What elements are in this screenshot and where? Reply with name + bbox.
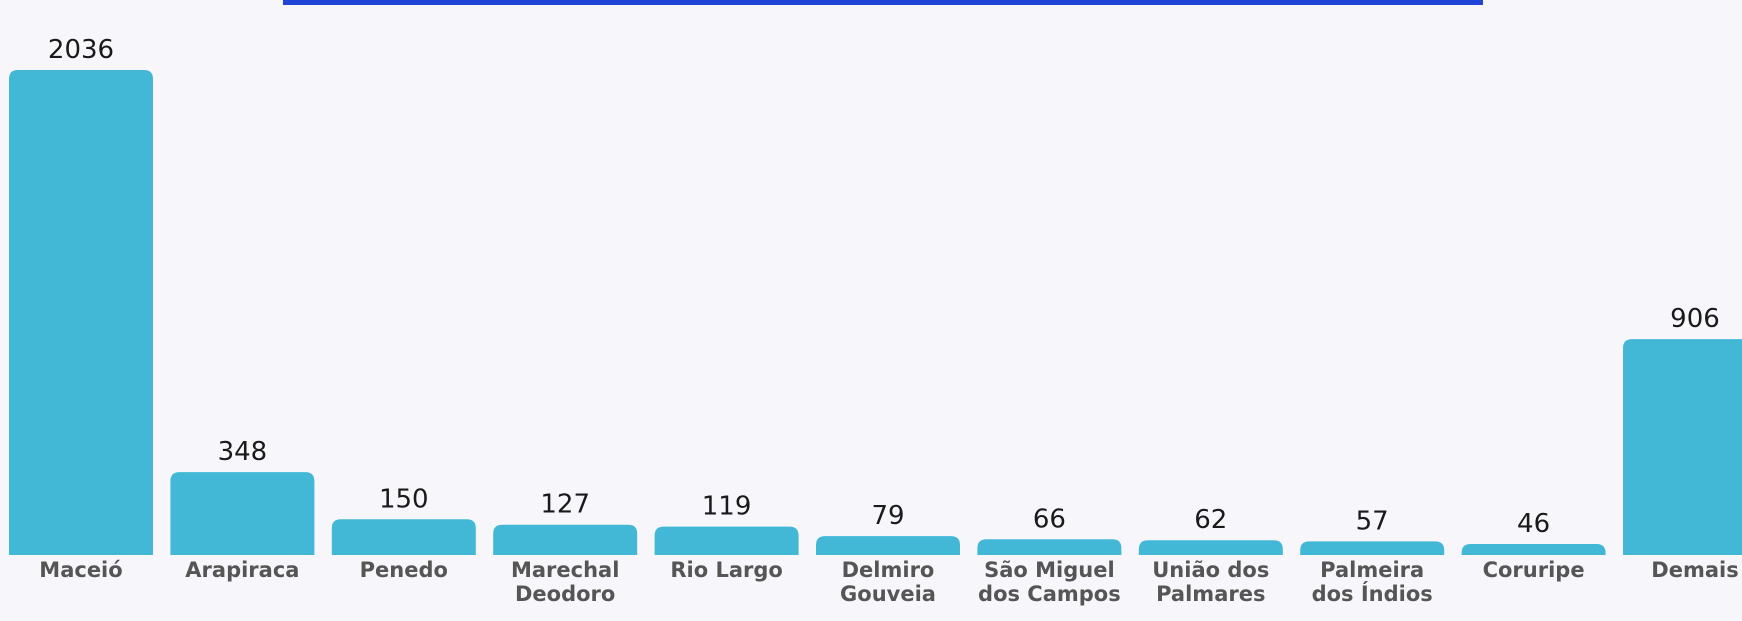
- bar: [1300, 541, 1445, 555]
- value-label: 57: [1356, 506, 1389, 536]
- category-label: Maceió: [39, 558, 123, 582]
- value-label: 79: [871, 501, 904, 531]
- category-label: Arapiraca: [185, 558, 300, 582]
- bar: [170, 472, 315, 555]
- category-label: Palmeira dos Índios: [1311, 558, 1433, 606]
- category-label: Delmiro Gouveia: [840, 558, 936, 606]
- value-label: 2036: [48, 35, 114, 65]
- bar: [493, 524, 638, 555]
- bar: [1461, 544, 1606, 555]
- category-label: Penedo: [359, 558, 448, 582]
- value-label: 906: [1670, 304, 1720, 334]
- category-label: Demais: [1651, 558, 1739, 582]
- value-label: 119: [702, 492, 752, 522]
- category-label: Coruripe: [1482, 558, 1585, 582]
- header-bar: [283, 0, 1483, 5]
- bar: [1623, 339, 1742, 555]
- category-label: Marechal Deodoro: [510, 558, 620, 606]
- value-label: 150: [379, 484, 429, 514]
- bar: [9, 70, 153, 555]
- value-label: 46: [1517, 509, 1550, 539]
- category-label: União dos Palmares: [1152, 558, 1270, 606]
- bar: [654, 526, 799, 555]
- value-label: 62: [1194, 505, 1227, 535]
- value-label: 66: [1033, 504, 1066, 534]
- category-label: São Miguel dos Campos: [978, 558, 1121, 606]
- bar: [331, 519, 476, 555]
- value-label: 348: [218, 437, 268, 467]
- bar: [977, 539, 1122, 555]
- bar: [816, 536, 960, 555]
- value-label: 127: [540, 490, 590, 520]
- category-label: Rio Largo: [670, 558, 783, 582]
- bar: [1138, 540, 1283, 555]
